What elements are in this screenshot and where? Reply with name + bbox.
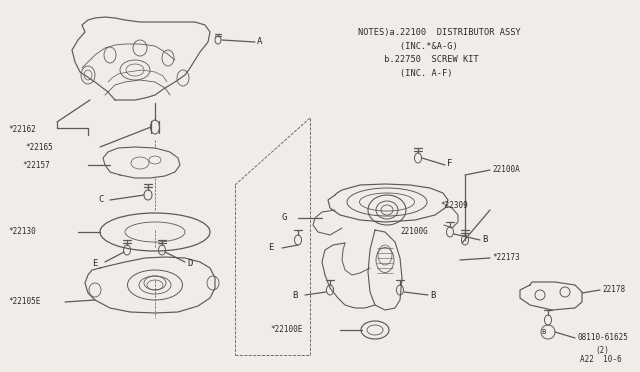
Text: 22100G: 22100G — [400, 228, 428, 237]
Text: A22  10-6: A22 10-6 — [580, 356, 621, 365]
Text: *22157: *22157 — [22, 160, 50, 170]
Text: 08110-61625: 08110-61625 — [578, 334, 629, 343]
Text: A: A — [257, 38, 262, 46]
Text: E: E — [268, 244, 273, 253]
Text: F: F — [447, 160, 452, 169]
Text: *22162: *22162 — [8, 125, 36, 135]
Text: 22100A: 22100A — [492, 164, 520, 173]
Text: *22130: *22130 — [8, 228, 36, 237]
Text: 22178: 22178 — [602, 285, 625, 295]
Text: G: G — [282, 214, 287, 222]
Text: NOTES)a.22100  DISTRIBUTOR ASSY
        (INC.*&A-G)
     b.22750  SCREW KIT
    : NOTES)a.22100 DISTRIBUTOR ASSY (INC.*&A-… — [358, 28, 521, 78]
Text: *22105E: *22105E — [8, 298, 40, 307]
Text: B: B — [430, 291, 435, 299]
Text: B: B — [541, 329, 545, 335]
Text: *22165: *22165 — [25, 142, 52, 151]
Text: B: B — [482, 235, 488, 244]
Text: *22173: *22173 — [492, 253, 520, 263]
Text: B: B — [292, 291, 298, 299]
Text: (2): (2) — [595, 346, 609, 355]
Text: D: D — [187, 259, 193, 267]
Text: E: E — [92, 259, 97, 267]
Text: *22309: *22309 — [440, 201, 468, 209]
Text: *22100E: *22100E — [270, 326, 302, 334]
Text: C: C — [98, 196, 104, 205]
